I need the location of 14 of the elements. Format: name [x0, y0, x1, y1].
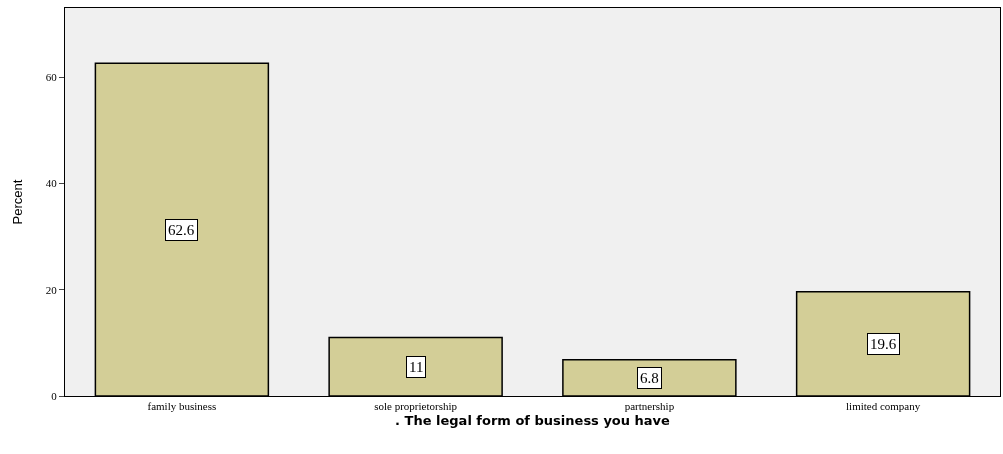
- y-axis-title: Percent: [9, 179, 25, 225]
- y-tick-label: 20: [45, 283, 58, 296]
- data-label: 62.6: [168, 222, 195, 238]
- x-tick-label: family business: [147, 400, 217, 413]
- x-tick-label: limited company: [846, 400, 921, 413]
- x-tick-label: partnership: [624, 400, 675, 413]
- x-axis-title: . The legal form of business you have: [395, 412, 671, 428]
- data-label: 6.8: [640, 370, 659, 386]
- data-label: 11: [409, 359, 424, 375]
- y-tick-label: 40: [45, 177, 58, 190]
- data-label: 19.6: [870, 336, 897, 352]
- x-tick-label: sole proprietorship: [374, 400, 458, 413]
- y-tick-label: 0: [51, 389, 58, 402]
- y-tick-label: 60: [45, 70, 58, 83]
